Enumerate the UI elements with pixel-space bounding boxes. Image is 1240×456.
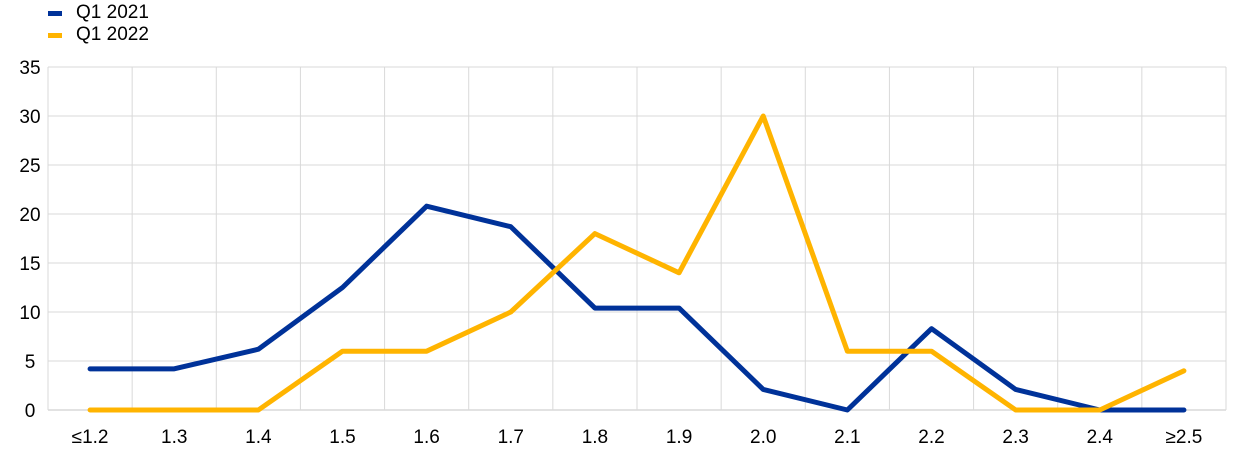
x-tick-label: 1.4	[245, 427, 272, 448]
chart-legend: Q1 2021 Q1 2022	[18, 2, 149, 46]
grid-lines	[47, 66, 1227, 410]
legend-item-series-2: Q1 2022	[18, 24, 149, 46]
x-tick-label: 2.3	[1002, 427, 1028, 448]
series-lines	[87, 113, 1187, 413]
x-tick-label: ≥2.5	[1166, 427, 1203, 448]
legend-label-series-2: Q1 2022	[76, 24, 149, 45]
y-tick-label: 0	[25, 401, 36, 422]
x-tick-label: 1.9	[666, 427, 692, 448]
legend-label-series-1: Q1 2021	[76, 2, 149, 23]
x-axis-tick-labels: ≤1.2 1.3 1.4 1.5 1.6 1.7 1.8 1.9 2.0 2.1 2.2 2.3 2.4…	[72, 427, 1203, 448]
x-tick-label: 1.5	[329, 427, 355, 448]
legend-item-series-1: Q1 2021	[18, 2, 149, 24]
series-line-1	[87, 203, 1187, 413]
x-tick-label: 2.0	[750, 427, 776, 448]
series-line-2	[87, 113, 1187, 413]
y-tick-label: 15	[19, 254, 40, 275]
x-tick-label: 1.6	[413, 427, 439, 448]
y-axis-tick-labels: 0 5 10 15 20 25 30 35	[19, 58, 40, 422]
x-tick-label: 1.8	[582, 427, 608, 448]
y-tick-label: 35	[19, 58, 40, 79]
x-tick-label: 2.4	[1087, 427, 1114, 448]
x-tick-label: 2.2	[918, 427, 944, 448]
legend-swatch-series-2	[48, 32, 62, 38]
y-tick-label: 30	[19, 107, 40, 128]
x-tick-label: 1.7	[498, 427, 524, 448]
x-tick-label: 2.1	[834, 427, 860, 448]
y-tick-label: 20	[19, 205, 40, 226]
y-tick-label: 5	[25, 352, 36, 373]
x-tick-label: ≤1.2	[72, 427, 109, 448]
y-tick-label: 10	[19, 303, 40, 324]
y-tick-label: 25	[19, 156, 40, 177]
x-tick-label: 1.3	[161, 427, 187, 448]
legend-swatch-series-1	[48, 10, 62, 16]
